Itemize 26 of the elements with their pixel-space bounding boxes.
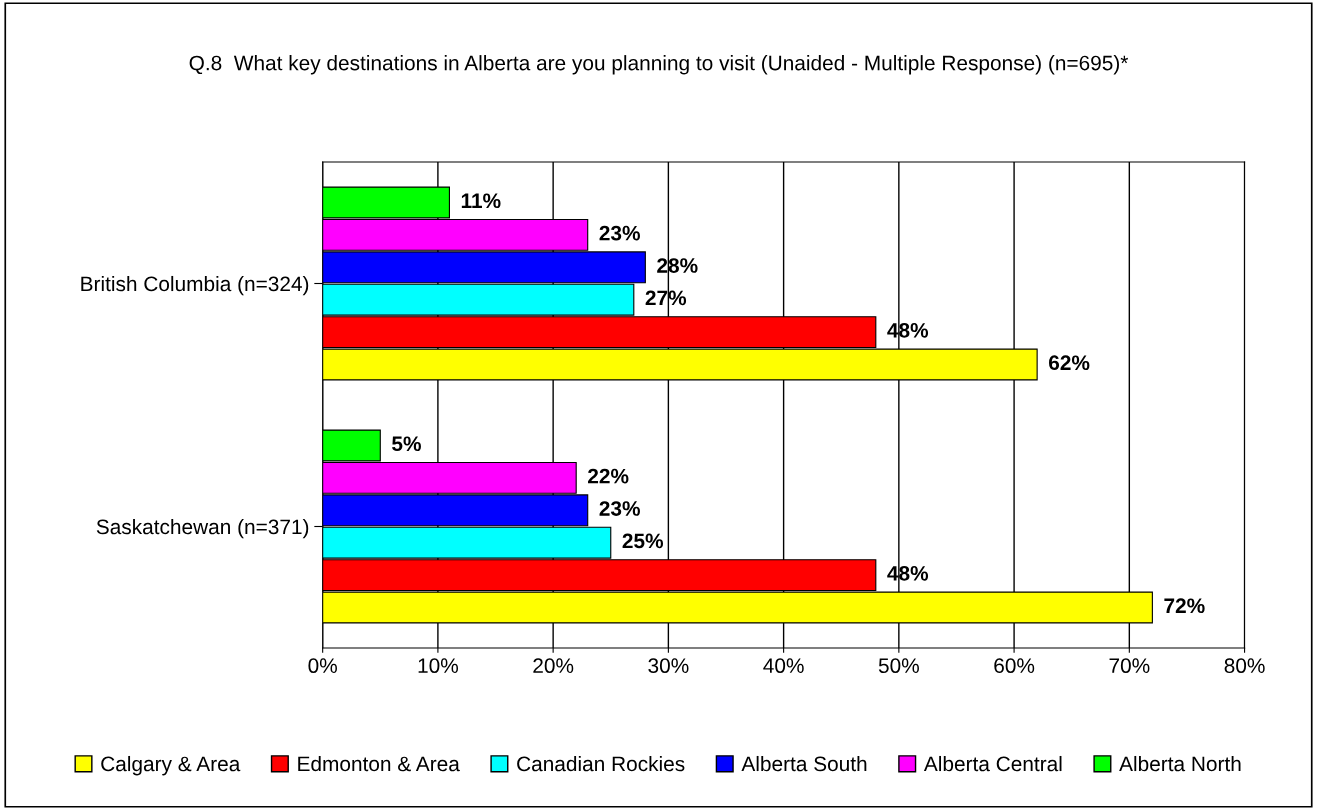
legend-label: Edmonton & Area	[298, 755, 460, 772]
data-label: 25%	[622, 533, 664, 549]
legend-label: Canadian Rockies	[517, 755, 685, 772]
x-tick-label: 30%	[648, 658, 689, 674]
legend-label: Alberta North	[1119, 755, 1241, 772]
data-label: 23%	[599, 501, 640, 516]
data-label: 62%	[1049, 355, 1090, 371]
data-label: 5%	[392, 436, 421, 452]
x-tick-label: 40%	[763, 658, 804, 674]
data-label: 72%	[1164, 598, 1205, 614]
x-tick-label: 0%	[308, 658, 337, 674]
legend-label: Alberta South	[741, 755, 867, 772]
x-tick-label: 50%	[878, 658, 919, 674]
data-label: 22%	[588, 468, 629, 484]
data-label: 23%	[599, 225, 640, 241]
x-tick-label: 10%	[418, 658, 459, 674]
legend-label: Calgary & Area	[101, 755, 241, 776]
y-tick-label: Saskatchewan (n=371)	[96, 518, 309, 539]
y-tick-label: British Columbia (n=324)	[81, 275, 309, 296]
chart-title: Q.8 What key destinations in Alberta are you planning to visit (Unaided - Multiple Response) (n=695)*	[189, 55, 1129, 75]
x-tick-label: 20%	[533, 658, 574, 674]
x-tick-label: 80%	[1224, 658, 1265, 674]
x-tick-label: 70%	[1109, 658, 1150, 674]
x-tick-label: 60%	[994, 658, 1035, 674]
legend-label: Alberta Central	[923, 755, 1062, 772]
data-label: 11%	[461, 193, 501, 209]
